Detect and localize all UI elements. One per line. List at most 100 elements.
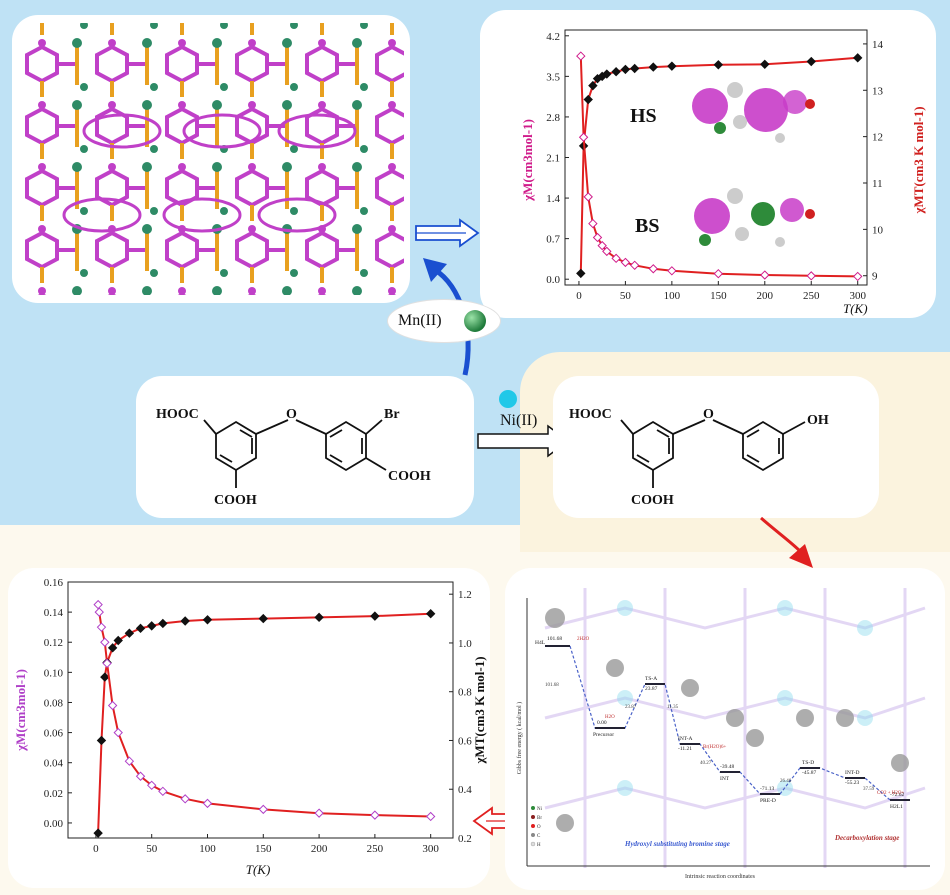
point-int-value: -39.48 xyxy=(720,764,734,770)
misc-value-5: 26.46 xyxy=(780,779,792,784)
mn-framework-image xyxy=(18,23,404,295)
ligand-right-hooc-label: HOOC xyxy=(569,407,612,422)
x-tick-label: 100 xyxy=(199,843,216,855)
double-arrow-right xyxy=(415,218,480,248)
point-h2l-value: -72.62 xyxy=(890,792,904,798)
ligand-h2l-structure: HOOC O OH COOH xyxy=(569,407,829,508)
x-axis-label: T(K) xyxy=(246,862,271,877)
y-right-tick-label: 9 xyxy=(872,271,878,283)
mn-magnetic-chart: 0 50 100 150 200 250 300 0.0 0.7 1.4 2.1 2.8 3.5 4.2… xyxy=(520,29,926,316)
ligand-h2l-panel: HOOC O OH COOH xyxy=(553,376,879,518)
species-co2: CO2 + H2O+ xyxy=(877,791,904,796)
y-right-tick-label: 0.8 xyxy=(458,687,472,699)
energy-y-axis-label: Gibbs free energy ( kcal/mol ) xyxy=(516,702,523,774)
y-right-tick-label: 13 xyxy=(872,85,884,97)
data-point xyxy=(713,60,724,70)
y-right-tick-label: 1.0 xyxy=(458,638,472,650)
x-tick-label: 50 xyxy=(146,843,158,855)
y-left-tick-label: 2.8 xyxy=(546,112,560,124)
data-point xyxy=(180,616,190,626)
ni-ion-label: Ni(II) xyxy=(500,412,538,429)
point-precursor-value: 0.00 xyxy=(597,720,607,726)
mn-magnetic-panel: 0 50 100 150 200 250 300 0.0 0.7 1.4 2.1 2.8 3.5 4.2… xyxy=(480,10,936,318)
misc-value-3: 11.35 xyxy=(667,705,679,710)
x-tick-label: 300 xyxy=(849,290,866,302)
data-point xyxy=(597,240,607,251)
y-left-tick-label: 0.00 xyxy=(44,818,64,830)
point-tsa-label: TS-A xyxy=(645,676,657,682)
data-point xyxy=(107,700,118,711)
energy-profile-panel: Gibbs free energy ( kcal/mol ) Intrinsic… xyxy=(505,568,945,890)
data-point xyxy=(100,672,110,682)
hs-label: HS xyxy=(630,105,657,127)
data-point xyxy=(314,612,324,623)
data-point xyxy=(124,628,135,638)
data-point xyxy=(806,271,816,281)
ligand-left-br-label: Br xyxy=(384,407,400,422)
y-left-tick-label: 0.04 xyxy=(44,758,64,770)
ni-magnetic-chart: 0 50 100 150 200 250 300 0.00 0.02 0.04 0.06 0.08 0… xyxy=(13,577,487,877)
data-point xyxy=(578,132,589,142)
point-precursor-label: Precursor xyxy=(593,732,614,738)
data-point xyxy=(592,232,603,243)
mn-ion-badge: Mn(II) xyxy=(388,300,500,342)
ligand-h4l-structure: HOOC O Br COOH COOH xyxy=(156,407,431,508)
data-point xyxy=(806,56,816,67)
data-point xyxy=(180,794,190,804)
legend-br: Br xyxy=(537,816,542,821)
ligand-left-cooh-right-label: COOH xyxy=(388,469,431,484)
data-point xyxy=(107,643,118,653)
bs-spin-density-image xyxy=(694,188,815,247)
y-left-tick-label: 0.16 xyxy=(44,577,64,589)
data-point xyxy=(611,253,621,264)
fit-line xyxy=(97,612,431,834)
mn-framework-panel xyxy=(12,15,410,303)
legend-o: O xyxy=(537,825,541,830)
point-pred-value: -71.13 xyxy=(760,786,774,792)
y-left-tick-label: 0.08 xyxy=(44,697,64,709)
y-left-tick-label: 0.0 xyxy=(546,274,560,286)
data-point xyxy=(629,260,640,271)
data-point xyxy=(135,623,146,634)
point-tsa-value: 23.87 xyxy=(645,686,658,692)
energy-profile-diagram: Gibbs free energy ( kcal/mol ) Intrinsic… xyxy=(516,588,930,880)
x-tick-label: 50 xyxy=(620,290,632,302)
data-point xyxy=(760,270,770,280)
point-inta-label: INT-A xyxy=(678,736,692,742)
y-left-tick-label: 3.5 xyxy=(546,71,560,83)
y-left-tick-label: 1.4 xyxy=(546,193,560,205)
data-point xyxy=(100,637,110,647)
data-point xyxy=(667,61,677,71)
x-tick-label: 250 xyxy=(803,290,820,302)
y-right-tick-label: 10 xyxy=(872,224,884,236)
data-point xyxy=(202,615,213,625)
x-axis-label: T(K) xyxy=(843,301,868,316)
species-br: Br(H2O)6+ xyxy=(703,745,727,750)
point-intd-value: -55.23 xyxy=(845,780,859,786)
data-point xyxy=(158,786,168,797)
data-point xyxy=(93,828,103,838)
x-tick-label: 100 xyxy=(664,290,681,302)
data-point xyxy=(258,613,268,624)
x-tick-label: 150 xyxy=(255,843,272,855)
hs-spin-density-image xyxy=(692,82,815,143)
x-tick-label: 150 xyxy=(710,290,727,302)
data-point xyxy=(853,53,863,63)
ligand-h4l-panel: HOOC O Br COOH COOH xyxy=(136,376,474,518)
energy-x-axis-label: Intrinsic reaction coordinates xyxy=(685,874,756,880)
x-tick-label: 300 xyxy=(422,843,439,855)
fit-line xyxy=(579,56,858,274)
x-tick-label: 200 xyxy=(757,290,774,302)
y-right-tick-label: 14 xyxy=(872,39,884,51)
y-right-tick-label: 0.6 xyxy=(458,735,472,747)
y-left-axis-label: χM(cm3mol-1) xyxy=(13,669,28,752)
data-point xyxy=(602,246,612,257)
data-point xyxy=(629,63,640,74)
stage-1-label: Hydroxyl substituting bromine stage xyxy=(624,840,730,848)
y-right-tick-label: 11 xyxy=(872,178,883,190)
misc-value-4: 40.27 xyxy=(700,761,712,766)
data-point xyxy=(370,611,380,621)
data-point xyxy=(425,608,436,619)
data-point xyxy=(146,780,157,791)
point-pred-label: PRE-D xyxy=(760,798,776,804)
